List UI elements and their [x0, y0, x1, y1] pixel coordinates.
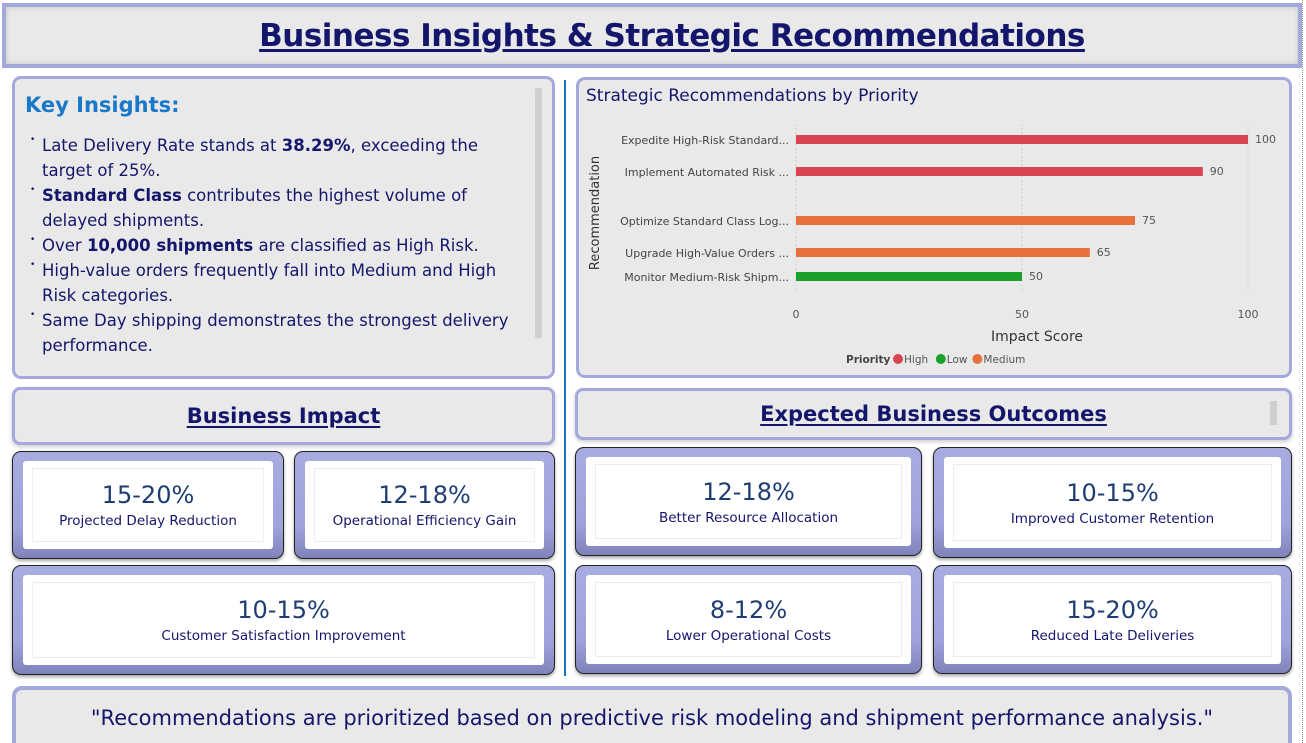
insights-list: Late Delivery Rate stands at 38.29%, exc…	[25, 128, 534, 358]
key-insights-panel: Key Insights: Late Delivery Rate stands …	[12, 76, 555, 379]
legend-title: Priority	[846, 354, 890, 366]
insights-scrollbar[interactable]	[535, 88, 542, 338]
bar-data-label: 75	[1142, 214, 1156, 227]
chart-bar	[796, 167, 1203, 176]
page-edge-divider	[1302, 0, 1303, 743]
chart-bar	[796, 216, 1135, 225]
key-insights-heading: Key Insights:	[25, 93, 180, 117]
insight-item: Over 10,000 shipments are classified as …	[25, 228, 522, 258]
kpi-card-delay-reduction: 15-20% Projected Delay Reduction	[12, 451, 284, 559]
kpi-label: Customer Satisfaction Improvement	[161, 628, 406, 644]
y-axis-title: Recommendation	[588, 156, 603, 270]
y-category-label: Implement Automated Risk ...	[625, 166, 789, 179]
y-category-label: Expedite High-Risk Standard...	[621, 134, 789, 147]
insight-item: Same Day shipping demonstrates the stron…	[25, 303, 522, 358]
kpi-label: Reduced Late Deliveries	[1030, 627, 1195, 644]
legend-entry: Low	[947, 354, 968, 366]
kpi-value: 12-18%	[702, 477, 795, 506]
bar-data-label: 90	[1210, 165, 1224, 178]
expected-outcomes-header: Expected Business Outcomes	[575, 388, 1292, 440]
quote-text: "Recommendations are prioritized based o…	[90, 706, 1214, 730]
chart-bar	[796, 248, 1090, 257]
kpi-card-customer-satisfaction: 10-15% Customer Satisfaction Improvement	[12, 565, 555, 675]
quote-footer: "Recommendations are prioritized based o…	[12, 686, 1292, 743]
insight-item: High-value orders frequently fall into M…	[25, 253, 522, 308]
recommendations-chart-panel: Strategic Recommendations by Priority 0 5…	[576, 77, 1292, 378]
chart-bar	[796, 135, 1248, 144]
x-tick-label: 50	[1015, 308, 1029, 321]
bar-data-label: 100	[1255, 133, 1276, 146]
kpi-value: 10-15%	[1066, 478, 1159, 507]
kpi-label: Lower Operational Costs	[665, 627, 832, 644]
x-tick-label: 100	[1238, 308, 1259, 321]
vertical-divider	[564, 80, 566, 676]
business-impact-header: Business Impact	[12, 387, 555, 445]
page-title: Business Insights & Strategic Recommenda…	[259, 17, 1085, 54]
kpi-card-late-deliveries: 15-20% Reduced Late Deliveries	[933, 565, 1292, 674]
kpi-label: Projected Delay Reduction	[59, 513, 237, 529]
kpi-label: Operational Efficiency Gain	[332, 513, 517, 529]
chart-bar	[796, 272, 1022, 281]
outcomes-scrollbar[interactable]	[1270, 401, 1277, 425]
kpi-label: Better Resource Allocation	[658, 509, 839, 526]
legend-marker	[893, 354, 903, 364]
title-bar: Business Insights & Strategic Recommenda…	[2, 3, 1302, 68]
chart-title: Strategic Recommendations by Priority	[586, 86, 919, 106]
bar-data-label: 65	[1097, 246, 1111, 259]
kpi-value: 15-20%	[101, 481, 195, 509]
legend-entry: High	[904, 354, 928, 366]
insight-item: Late Delivery Rate stands at 38.29%, exc…	[25, 128, 522, 183]
kpi-value: 15-20%	[1066, 595, 1159, 624]
business-impact-heading: Business Impact	[186, 404, 381, 428]
kpi-value: 12-18%	[378, 481, 471, 509]
legend-marker	[972, 354, 983, 364]
y-category-label: Monitor Medium-Risk Shipm...	[624, 271, 789, 284]
kpi-value: 10-15%	[237, 596, 330, 624]
insight-item: Standard Class contributes the highest v…	[25, 178, 522, 233]
y-category-label: Upgrade High-Value Orders ...	[625, 247, 789, 260]
expected-outcomes-heading: Expected Business Outcomes	[760, 402, 1107, 426]
kpi-card-operational-costs: 8-12% Lower Operational Costs	[575, 565, 922, 674]
legend-entry: Medium	[983, 354, 1025, 366]
kpi-card-resource-allocation: 12-18% Better Resource Allocation	[575, 447, 922, 556]
x-tick-label: 0	[793, 308, 800, 321]
legend-marker	[935, 354, 946, 364]
bar-data-label: 50	[1029, 270, 1043, 283]
x-axis-title: Impact Score	[991, 329, 1083, 345]
kpi-card-customer-retention: 10-15% Improved Customer Retention	[933, 447, 1292, 558]
kpi-card-efficiency-gain: 12-18% Operational Efficiency Gain	[294, 451, 555, 559]
kpi-value: 8-12%	[709, 595, 788, 624]
y-category-label: Optimize Standard Class Log...	[620, 215, 789, 228]
kpi-label: Improved Customer Retention	[1010, 510, 1215, 527]
recommendations-bar-chart: 0 50 100 Recommendation Impact Score Expedite…	[588, 124, 1276, 366]
